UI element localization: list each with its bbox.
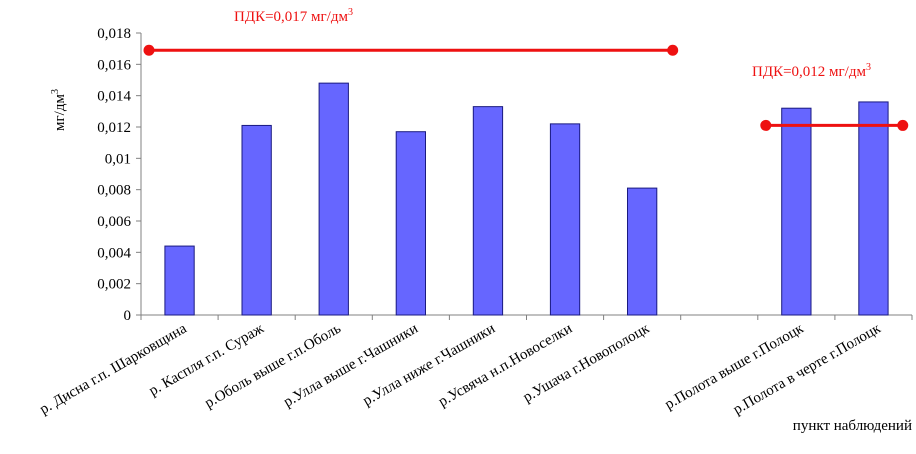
y-tick-label: 0 (124, 308, 132, 324)
category-label: р.Полота выше г.Полоцк (662, 320, 807, 413)
reference-endpoint (760, 119, 772, 131)
bar (549, 123, 581, 316)
bar (395, 131, 426, 316)
y-tick-label: 0,018 (97, 26, 131, 42)
bar (472, 106, 504, 316)
y-tick-label: 0,006 (97, 214, 131, 230)
bar (164, 245, 195, 316)
reference-label: ПДК=0,012 мг/дм3 (752, 62, 871, 80)
bar (858, 101, 889, 316)
axes: 0 0,002 0,004 0,006 0,008 0,01 0,012 0,014 0,016… (97, 26, 913, 324)
reference-label: ПДК=0,017 мг/дм3 (234, 7, 353, 25)
x-axis-title: пункт наблюдений (793, 418, 912, 434)
y-tick-label: 0,012 (97, 120, 131, 136)
bar (318, 82, 349, 316)
reference-endpoint (667, 44, 679, 56)
reference-endpoint (143, 44, 155, 56)
reference-lines: ПДК=0,017 мг/дм3 ПДК=0,012 мг/дм3 (143, 7, 909, 131)
category-label: р.Улла ниже г.Чашники (360, 321, 498, 410)
y-tick-label: 0,016 (97, 57, 131, 73)
reference-endpoint (897, 119, 909, 131)
y-tick-label: 0,002 (97, 277, 131, 293)
bars (164, 82, 889, 316)
y-tick-label: 0,014 (97, 89, 131, 105)
category-label: р.Полота в черте г.Полоцк (731, 320, 884, 418)
category-label: р.Ушача г.Новополоцк (521, 320, 653, 406)
bar (241, 124, 272, 316)
category-label: р.Оболь выше г.п.Оболь (202, 321, 344, 412)
category-label: р. Дисна г.п. Шарковщина (37, 320, 190, 417)
y-tick-label: 0,008 (97, 183, 131, 199)
y-tick-label: 0,01 (105, 151, 131, 167)
bar (781, 107, 812, 316)
y-tick-label: 0,004 (97, 245, 131, 261)
category-label: р.Усвяча н.п.Новоселки (436, 321, 575, 411)
category-label: р.Улла выше г.Чашники (281, 321, 421, 411)
bar (627, 187, 658, 316)
y-axis-title: мг/дм3 (50, 89, 68, 131)
